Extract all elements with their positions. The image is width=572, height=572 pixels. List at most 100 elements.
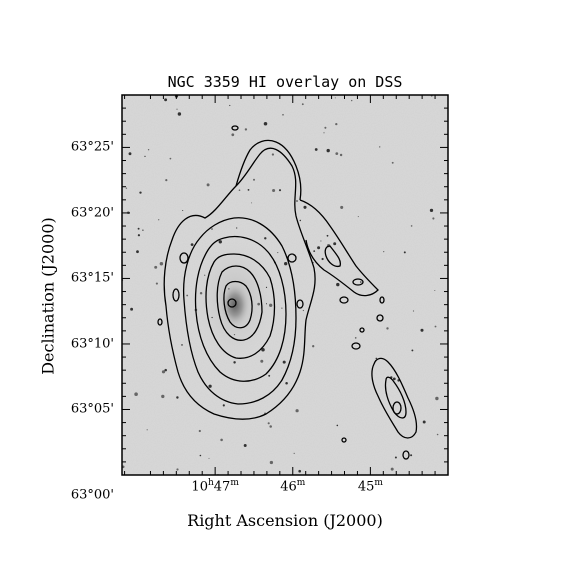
field-star: [299, 219, 301, 222]
field-star: [233, 361, 236, 364]
contour-stray-1: [231, 125, 239, 131]
field-star: [436, 433, 439, 436]
field-star: [263, 121, 268, 126]
field-star: [198, 429, 201, 433]
field-star: [199, 292, 203, 295]
field-star: [243, 444, 247, 447]
field-star: [295, 409, 299, 413]
contour-east-arm-inner: [324, 245, 342, 268]
field-star: [222, 404, 225, 407]
field-star: [265, 286, 268, 288]
field-star: [264, 237, 267, 240]
field-star: [267, 422, 270, 425]
contour-companion-blob: [402, 450, 410, 460]
field-star: [335, 152, 339, 155]
field-star: [340, 205, 344, 209]
field-star: [244, 128, 248, 131]
field-star: [435, 396, 439, 401]
field-star: [137, 234, 141, 237]
field-star: [390, 467, 394, 471]
contour-knot-2: [339, 296, 349, 304]
field-star: [422, 420, 426, 424]
field-star: [434, 325, 437, 328]
field-star: [211, 316, 213, 319]
contour-stray-2: [157, 318, 163, 326]
contour-nucleus: [227, 298, 237, 308]
contour-blob-2: [172, 288, 180, 302]
field-star: [251, 202, 253, 204]
field-star: [317, 246, 321, 250]
field-star: [257, 302, 261, 306]
field-star: [392, 377, 396, 381]
y-tick-label: 63°10': [70, 336, 114, 352]
field-star: [320, 240, 322, 242]
y-axis-label: Declination (J2000): [38, 217, 58, 375]
field-star: [177, 112, 182, 116]
field-star: [161, 394, 165, 399]
field-star: [208, 457, 210, 459]
field-star: [326, 148, 330, 153]
contour-companion-outer: [371, 357, 418, 439]
field-star: [211, 228, 213, 230]
contour-companion-mid: [384, 376, 407, 419]
field-star: [394, 456, 397, 459]
field-star: [176, 108, 178, 110]
field-stars: [122, 95, 439, 475]
field-star: [432, 217, 435, 220]
field-star: [164, 98, 168, 102]
axis-ticks: [122, 95, 448, 475]
field-star: [236, 227, 238, 229]
field-star: [176, 396, 179, 399]
field-star: [268, 374, 271, 377]
contour-knot-4: [351, 342, 361, 350]
field-star: [204, 274, 206, 276]
field-star: [434, 289, 436, 292]
field-star: [324, 126, 327, 129]
field-star: [284, 262, 288, 266]
contour-knot-1: [352, 278, 364, 286]
field-star: [334, 97, 336, 99]
contour-stray-3: [341, 437, 347, 443]
field-star: [293, 452, 295, 455]
field-star: [144, 155, 146, 158]
contour-knot-6: [379, 296, 385, 304]
field-star: [272, 188, 276, 193]
field-star: [360, 281, 362, 283]
contour-blob-3: [287, 253, 297, 263]
field-star: [161, 370, 166, 374]
contour-north-arm: [235, 139, 302, 201]
field-star: [252, 178, 256, 181]
field-star: [277, 252, 279, 254]
field-star: [335, 122, 338, 126]
field-star: [182, 209, 184, 212]
field-star: [378, 146, 381, 148]
field-star: [265, 303, 268, 305]
field-star: [391, 161, 394, 164]
field-star: [155, 282, 158, 285]
field-star: [199, 454, 202, 457]
sky-noise: [122, 95, 448, 475]
field-star: [169, 157, 172, 160]
field-star: [321, 257, 324, 261]
plot-frame: [121, 94, 449, 476]
chart-title: NGC 3359 HI overlay on DSS: [167, 73, 403, 91]
contour-knot-5: [359, 327, 365, 333]
contour-east-arm: [299, 199, 379, 297]
field-star: [125, 187, 128, 189]
field-star: [312, 345, 315, 348]
field-star: [142, 229, 144, 231]
x-tick-label: 46m: [280, 478, 306, 495]
contour-companion-core: [392, 401, 402, 415]
field-star: [231, 133, 235, 137]
field-star: [336, 282, 340, 287]
contour-6: [223, 280, 253, 329]
field-star: [314, 148, 318, 151]
x-axis-label: Right Ascension (J2000): [187, 511, 383, 530]
field-star: [206, 183, 210, 187]
y-tick-label: 63°05': [70, 401, 114, 417]
field-star: [233, 333, 236, 336]
field-star: [247, 188, 250, 191]
field-star: [282, 360, 286, 364]
field-star: [351, 99, 353, 102]
field-star: [186, 294, 189, 297]
